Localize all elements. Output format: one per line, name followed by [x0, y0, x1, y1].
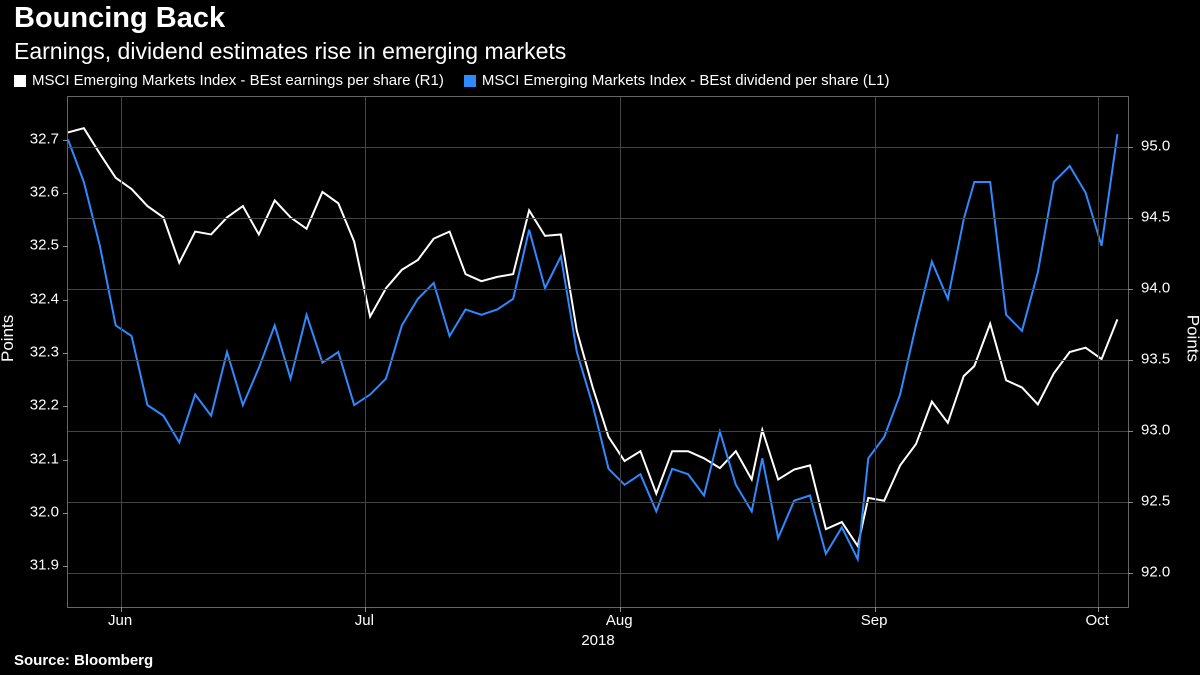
y-axis-right: 92.0 92.5 93.0 93.5 94.0 94.5 95.0	[1135, 96, 1200, 608]
y-right-tick-label: 92.0	[1141, 564, 1170, 581]
x-axis-year: 2018	[581, 632, 614, 649]
chart-source: Source: Bloomberg	[14, 652, 153, 669]
gridline-horizontal	[68, 147, 1128, 148]
gridline-vertical	[1098, 97, 1099, 607]
gridline-vertical	[620, 97, 621, 607]
x-tick-label: Aug	[606, 612, 633, 629]
gridline-vertical	[875, 97, 876, 607]
gridline-vertical	[365, 97, 366, 607]
y-right-tick-label: 95.0	[1141, 137, 1170, 154]
y-left-tick-label: 32.1	[30, 450, 59, 467]
chart-subtitle: Earnings, dividend estimates rise in eme…	[14, 38, 566, 65]
y-left-tick-label: 32.7	[30, 130, 59, 147]
y-right-tick-label: 92.5	[1141, 493, 1170, 510]
y-left-tick-label: 32.3	[30, 344, 59, 361]
gridline-horizontal	[68, 573, 1128, 574]
legend-item-eps: MSCI Emerging Markets Index - BEst earni…	[14, 72, 444, 89]
legend-label-dps: MSCI Emerging Markets Index - BEst divid…	[482, 72, 890, 89]
y-left-tick-label: 31.9	[30, 557, 59, 574]
y-left-tick-label: 32.4	[30, 290, 59, 307]
y-left-tick-label: 32.6	[30, 184, 59, 201]
y-left-tick-label: 32.2	[30, 397, 59, 414]
chart-title: Bouncing Back	[14, 2, 225, 35]
series-line-dps	[68, 134, 1117, 559]
x-axis: 2018 Jun Jul Aug Sep Oct	[67, 608, 1129, 648]
y-right-tick-label: 94.5	[1141, 208, 1170, 225]
legend-item-dps: MSCI Emerging Markets Index - BEst divid…	[464, 72, 890, 89]
legend-swatch-dps	[464, 75, 476, 87]
chart-container: Bouncing Back Earnings, dividend estimat…	[0, 0, 1200, 675]
gridline-horizontal	[68, 218, 1128, 219]
y-left-tick-label: 32.5	[30, 237, 59, 254]
y-left-tick-label: 32.0	[30, 504, 59, 521]
x-tick-label: Oct	[1085, 612, 1108, 629]
gridline-horizontal	[68, 289, 1128, 290]
y-right-tick-label: 94.0	[1141, 280, 1170, 297]
x-tick-label: Jun	[108, 612, 132, 629]
series-line-eps	[68, 128, 1117, 546]
x-tick-label: Sep	[861, 612, 888, 629]
gridline-horizontal	[68, 431, 1128, 432]
chart-legend: MSCI Emerging Markets Index - BEst earni…	[14, 72, 890, 89]
gridline-horizontal	[68, 502, 1128, 503]
legend-swatch-eps	[14, 75, 26, 87]
y-axis-left: 31.9 32.0 32.1 32.2 32.3 32.4 32.5 32.6 32.7	[0, 96, 65, 608]
chart-lines-svg	[68, 97, 1128, 607]
gridline-vertical	[121, 97, 122, 607]
plot-area	[67, 96, 1129, 608]
y-right-tick-label: 93.5	[1141, 351, 1170, 368]
gridline-horizontal	[68, 360, 1128, 361]
y-right-tick-label: 93.0	[1141, 422, 1170, 439]
x-tick-label: Jul	[355, 612, 374, 629]
legend-label-eps: MSCI Emerging Markets Index - BEst earni…	[32, 72, 444, 89]
